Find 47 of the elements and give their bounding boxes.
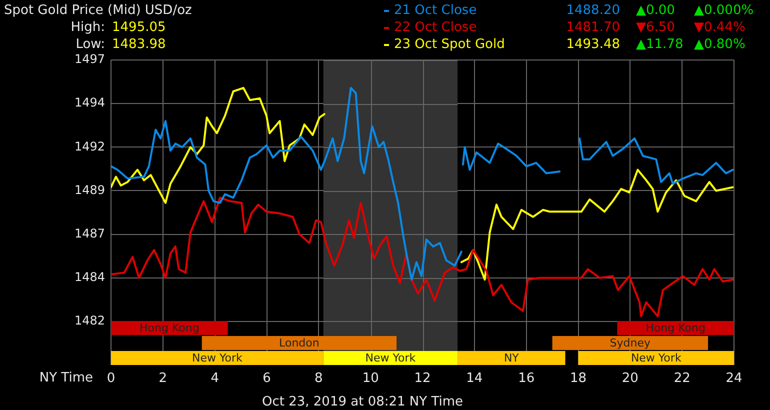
text: ▲0.00 — [636, 2, 675, 19]
band-label: NY — [504, 351, 520, 364]
x-tick-label: 20 — [622, 371, 638, 386]
y-tick-label: 1497 — [74, 52, 105, 66]
text: 1488.20 — [566, 2, 620, 19]
x-tick-label: 24 — [726, 371, 742, 386]
text: 1495.05 — [112, 19, 166, 36]
y-tick-label: 1489 — [74, 182, 105, 197]
text: Oct 23, 2019 at 08:21 NY Time — [262, 394, 464, 410]
band-label: New York — [192, 351, 243, 364]
text: ▼0.44% — [694, 19, 746, 36]
text: High: — [70, 19, 105, 36]
x-tick-label: 16 — [518, 371, 535, 386]
x-tick-label: 8 — [314, 371, 323, 386]
x-tick-label: 0 — [106, 371, 116, 386]
band-label: New York — [365, 351, 416, 364]
band-label: Hong Kong — [140, 321, 200, 334]
x-tick-label: 2 — [158, 371, 168, 386]
band-label: Hong Kong — [646, 321, 706, 334]
x-tick-label: 12 — [414, 371, 431, 386]
chart-title: Spot Gold Price (Mid) USD/oz — [4, 2, 192, 19]
y-tick-label: 1484 — [74, 270, 105, 284]
x-tick-label: 14 — [466, 371, 483, 386]
text: ▼6.50 — [636, 19, 675, 36]
y-tick-label: 1487 — [74, 226, 105, 240]
text: ▲0.000% — [694, 2, 754, 19]
text: Low: — [76, 36, 105, 53]
legend-label: 22 Oct Close — [394, 19, 477, 36]
y-tick-label: 1494 — [74, 96, 105, 110]
legend-label: 23 Oct Spot Gold — [394, 36, 505, 53]
x-tick-label: 18 — [570, 371, 587, 386]
y-tick-label: 1482 — [74, 314, 105, 328]
text: 1481.70 — [566, 19, 620, 36]
text: ▲11.78 — [636, 36, 684, 53]
text: ▲0.80% — [694, 36, 746, 53]
x-axis-title: NY Time — [39, 370, 93, 386]
text: 1483.98 — [112, 36, 166, 53]
x-tick-label: 4 — [210, 371, 219, 386]
y-tick-label: 1492 — [74, 139, 105, 154]
band-label: London — [279, 336, 320, 350]
band-label: New York — [630, 351, 682, 364]
x-tick-label: 22 — [674, 371, 690, 386]
band-label: Sydney — [610, 336, 652, 350]
legend-label: 21 Oct Close — [394, 2, 477, 19]
x-tick-label: 10 — [362, 371, 379, 386]
text: 1493.48 — [566, 36, 620, 53]
x-tick-label: 6 — [262, 371, 271, 386]
